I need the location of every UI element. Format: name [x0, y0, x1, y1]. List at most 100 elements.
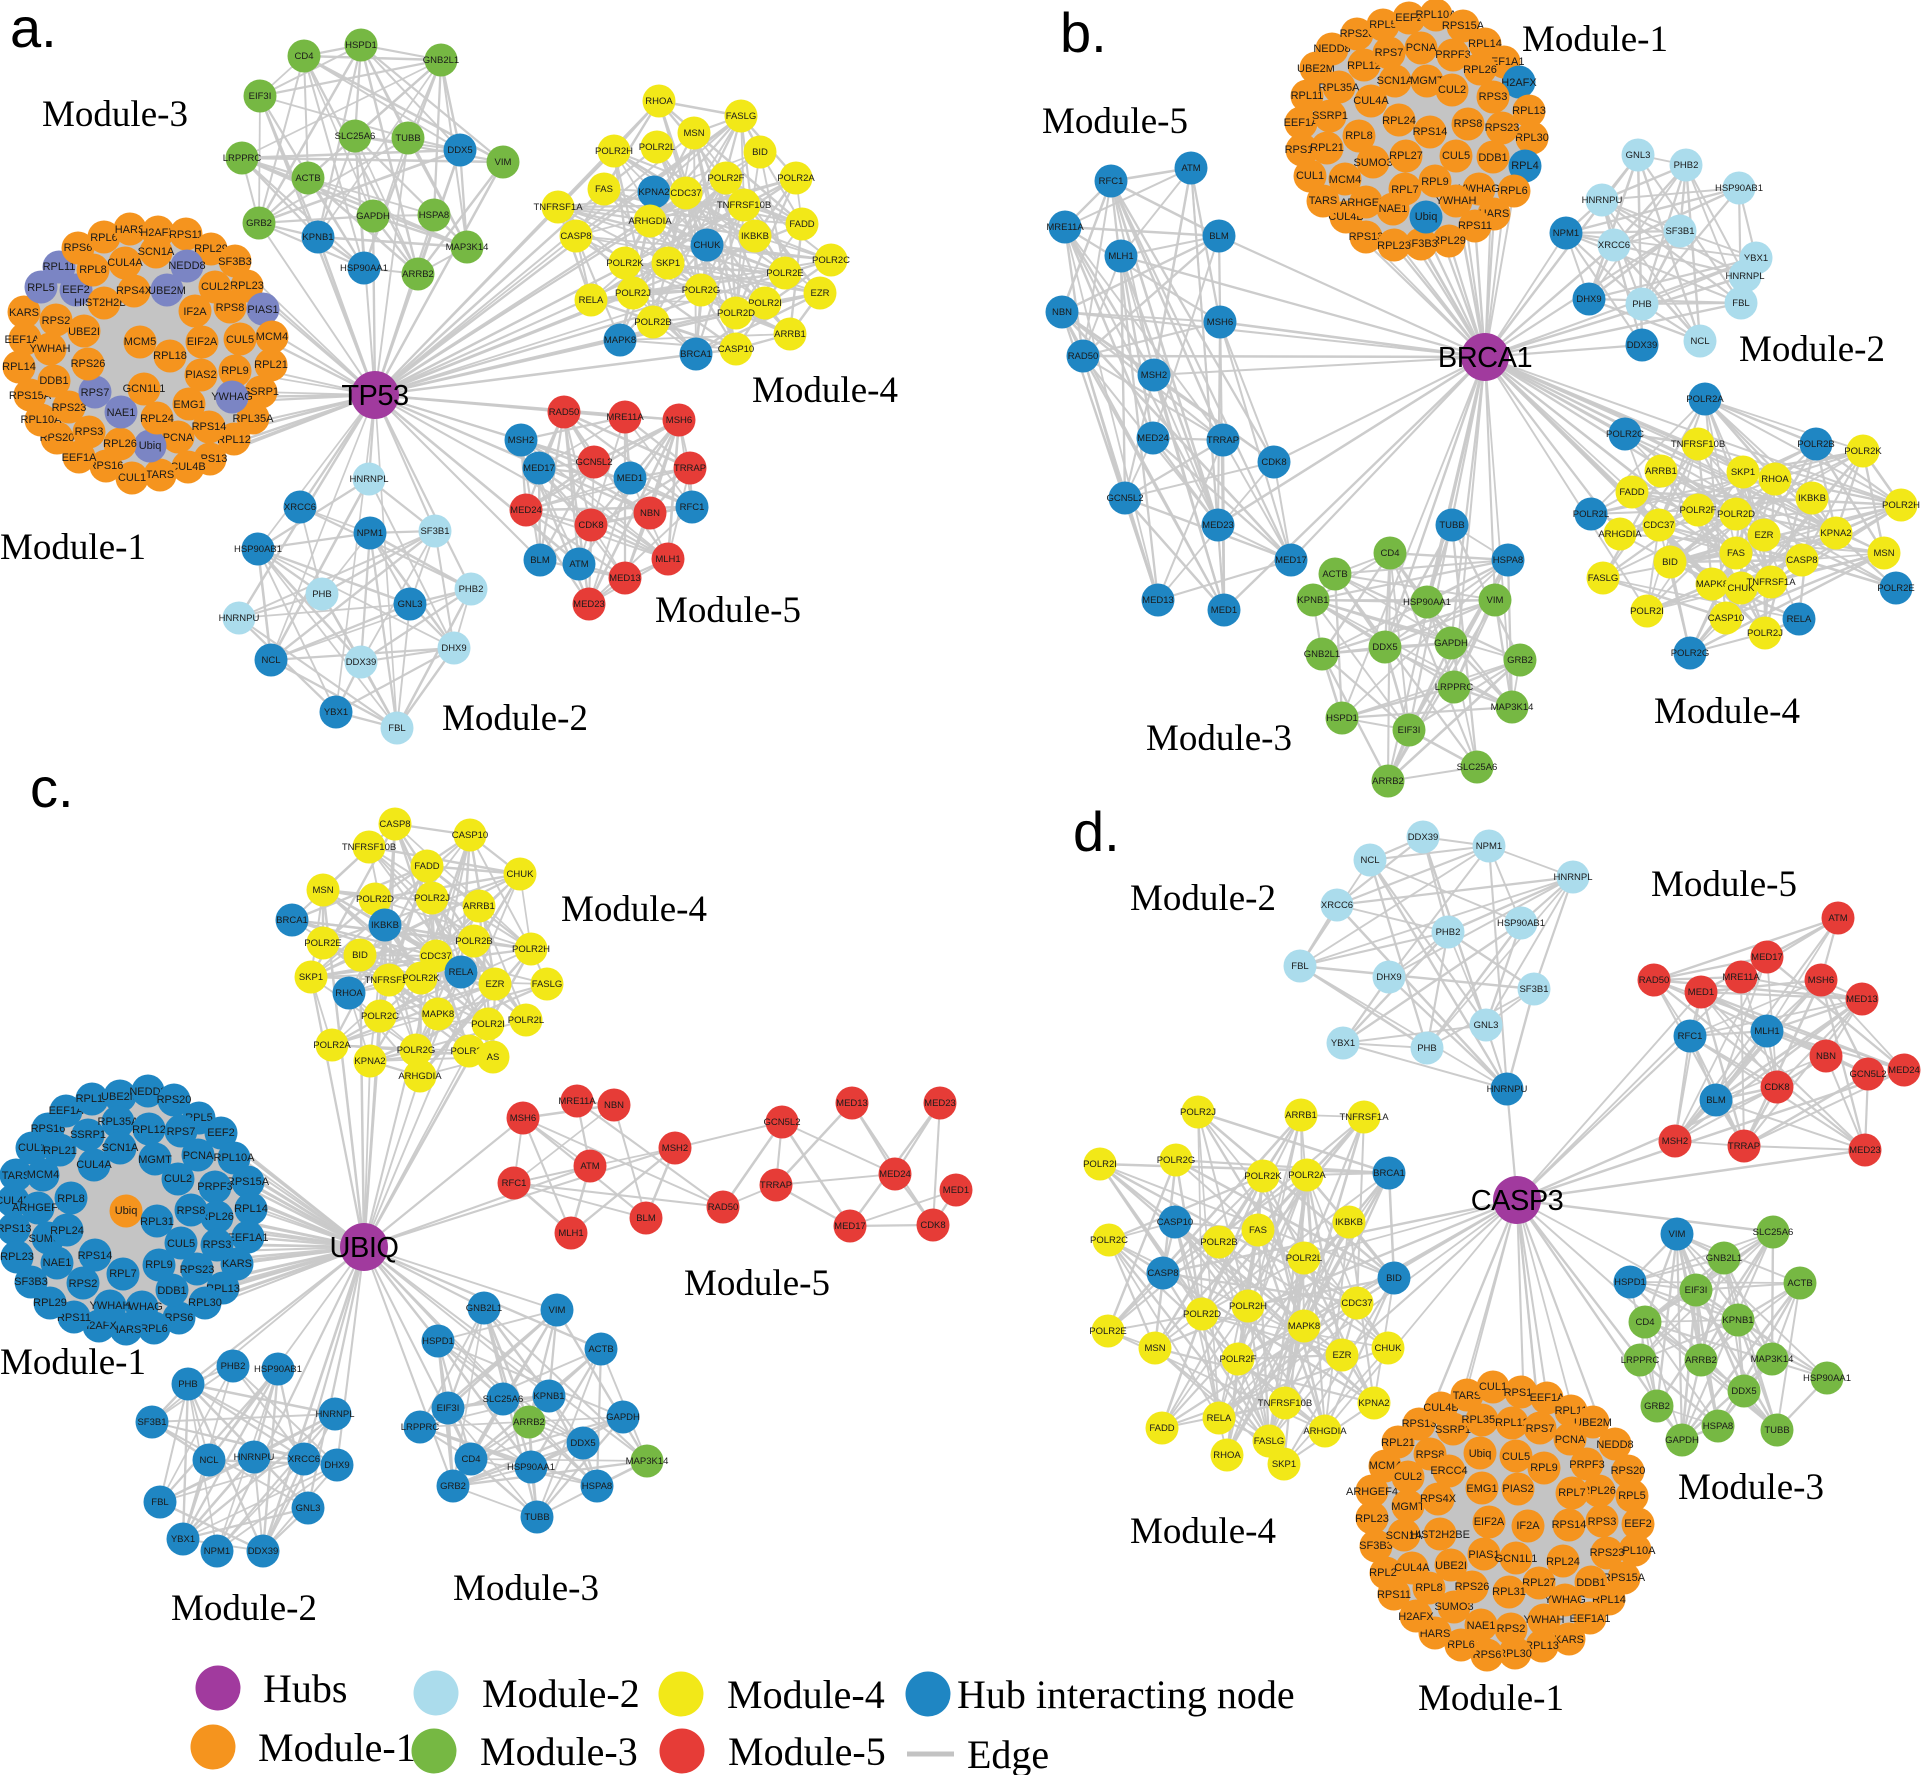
svg-text:HSPA8: HSPA8	[1703, 1421, 1733, 1432]
svg-text:SF3B3: SF3B3	[1359, 1540, 1393, 1552]
svg-text:GRB2: GRB2	[246, 218, 272, 229]
svg-text:RPS2: RPS2	[42, 315, 71, 327]
svg-text:TRRAP: TRRAP	[674, 463, 706, 474]
svg-text:DDX5: DDX5	[1731, 1386, 1756, 1397]
svg-text:PHB: PHB	[1632, 299, 1652, 310]
svg-text:RPL13: RPL13	[1512, 105, 1546, 117]
svg-text:PHB: PHB	[312, 589, 332, 600]
svg-text:RPL12: RPL12	[132, 1124, 166, 1136]
svg-text:SLC25A6: SLC25A6	[1753, 1227, 1794, 1238]
svg-text:SUMO3: SUMO3	[1353, 157, 1392, 169]
svg-text:MED1: MED1	[943, 1185, 969, 1196]
svg-text:TRRAP: TRRAP	[1728, 1141, 1760, 1152]
svg-text:PRPF3: PRPF3	[1435, 49, 1470, 61]
svg-text:POLR2F: POLR2F	[1220, 1354, 1257, 1365]
svg-text:RPS20: RPS20	[157, 1094, 192, 1106]
svg-text:GCN1L1: GCN1L1	[1495, 1553, 1538, 1565]
svg-text:HNRNPL: HNRNPL	[1553, 872, 1592, 883]
svg-text:HSP90AA1: HSP90AA1	[340, 263, 388, 274]
svg-text:PHB2: PHB2	[1674, 160, 1699, 171]
svg-text:SSRP1: SSRP1	[243, 386, 279, 398]
svg-text:NCL: NCL	[261, 655, 280, 666]
svg-text:TP53: TP53	[341, 380, 408, 412]
svg-text:PCNA: PCNA	[1555, 1434, 1586, 1446]
svg-text:TARS: TARS	[1309, 195, 1338, 207]
svg-text:POLR2L: POLR2L	[1286, 1253, 1322, 1264]
svg-text:SKP1: SKP1	[1272, 1459, 1296, 1470]
svg-text:RPL7: RPL7	[1391, 184, 1419, 196]
svg-text:POLR2F: POLR2F	[708, 173, 745, 184]
svg-text:FADD: FADD	[1149, 1423, 1174, 1434]
svg-text:RPS11: RPS11	[57, 1312, 91, 1324]
svg-text:POLR2C: POLR2C	[1090, 1235, 1128, 1246]
svg-text:ACTB: ACTB	[295, 173, 320, 184]
svg-text:EZR: EZR	[1755, 530, 1774, 541]
svg-text:YWHAH: YWHAH	[90, 1300, 131, 1312]
svg-text:SF3B3: SF3B3	[1404, 238, 1438, 250]
svg-text:HNRNPL: HNRNPL	[315, 1409, 354, 1420]
svg-text:CUL4A: CUL4A	[1394, 1562, 1430, 1574]
svg-text:DHX9: DHX9	[1576, 294, 1601, 305]
svg-text:SF3B3: SF3B3	[218, 256, 252, 268]
svg-text:Module-2: Module-2	[1739, 329, 1885, 370]
svg-text:TUBB: TUBB	[395, 133, 420, 144]
svg-text:RPS3: RPS3	[75, 426, 104, 438]
svg-text:BLM: BLM	[1706, 1095, 1726, 1106]
svg-text:POLR2I: POLR2I	[1083, 1159, 1117, 1170]
svg-text:PRPF3: PRPF3	[1569, 1459, 1604, 1471]
svg-text:GAPDH: GAPDH	[606, 1412, 640, 1423]
svg-text:MGMT: MGMT	[1410, 75, 1444, 87]
svg-text:RPL23: RPL23	[1377, 240, 1411, 252]
svg-text:RPL8: RPL8	[1345, 130, 1373, 142]
svg-text:HNRNPU: HNRNPU	[1582, 195, 1623, 206]
svg-text:RPS14: RPS14	[1413, 126, 1448, 138]
svg-text:POLR2E: POLR2E	[1089, 1326, 1127, 1337]
svg-text:DDX5: DDX5	[1372, 642, 1397, 653]
svg-text:RPL31: RPL31	[140, 1216, 174, 1228]
svg-text:ARHGDIA: ARHGDIA	[628, 216, 672, 227]
svg-text:SCN1A: SCN1A	[1386, 1530, 1423, 1542]
svg-text:MRE11A: MRE11A	[558, 1096, 596, 1107]
svg-text:EEF1A: EEF1A	[1530, 1392, 1566, 1404]
svg-text:RPL29: RPL29	[1369, 1567, 1403, 1579]
svg-text:HSPD1: HSPD1	[1326, 713, 1358, 724]
svg-text:Ubiq: Ubiq	[1469, 1448, 1492, 1460]
svg-text:MSN: MSN	[1873, 548, 1894, 559]
svg-text:EEF1A1: EEF1A1	[228, 1232, 269, 1244]
svg-text:RPS15A: RPS15A	[227, 1176, 270, 1188]
svg-text:BRCA1: BRCA1	[1373, 1168, 1405, 1179]
svg-text:EEF1A: EEF1A	[1284, 117, 1320, 129]
svg-text:MSH2: MSH2	[1662, 1136, 1688, 1147]
svg-text:IF2A: IF2A	[183, 306, 207, 318]
svg-text:EZR: EZR	[1333, 1350, 1352, 1361]
svg-text:MED24: MED24	[879, 1169, 911, 1180]
svg-text:Ubiq: Ubiq	[1415, 211, 1438, 223]
svg-text:RPS20: RPS20	[1611, 1465, 1646, 1477]
svg-text:RELA: RELA	[1207, 1413, 1232, 1424]
svg-text:RELA: RELA	[1787, 614, 1812, 625]
svg-text:PIAS2: PIAS2	[185, 369, 216, 381]
svg-text:FAS: FAS	[1249, 1225, 1267, 1236]
svg-text:MED24: MED24	[510, 505, 542, 516]
svg-text:Module-5: Module-5	[1042, 101, 1188, 142]
svg-text:Module-3: Module-3	[453, 1568, 599, 1609]
svg-text:NAE1: NAE1	[1467, 1620, 1496, 1632]
svg-text:POLR2I: POLR2I	[748, 298, 782, 309]
svg-text:XRCC6: XRCC6	[1321, 900, 1353, 911]
svg-text:RPL10A: RPL10A	[21, 414, 63, 426]
svg-text:TARS: TARS	[146, 469, 175, 481]
svg-text:CUL5: CUL5	[1502, 1451, 1530, 1463]
svg-text:POLR2D: POLR2D	[1717, 509, 1755, 520]
svg-text:FBL: FBL	[388, 723, 405, 734]
svg-text:YWHAG: YWHAG	[1544, 1594, 1586, 1606]
svg-text:CUL2: CUL2	[201, 281, 229, 293]
svg-text:POLR2I: POLR2I	[471, 1019, 505, 1030]
svg-text:EMG1: EMG1	[1466, 1483, 1497, 1495]
svg-text:POLR2B: POLR2B	[634, 317, 672, 328]
svg-text:RPS8: RPS8	[216, 302, 245, 314]
svg-text:PCNA: PCNA	[163, 432, 194, 444]
svg-text:DDB1: DDB1	[157, 1285, 186, 1297]
svg-text:RPL12: RPL12	[1495, 1417, 1529, 1429]
svg-text:Module-3: Module-3	[1678, 1467, 1824, 1508]
svg-text:BID: BID	[752, 147, 768, 158]
